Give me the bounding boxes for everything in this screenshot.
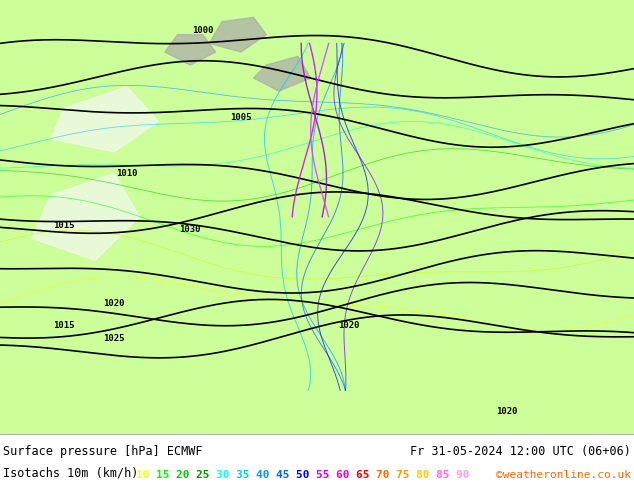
Text: 80: 80 xyxy=(417,470,437,480)
Text: 1020: 1020 xyxy=(338,321,359,330)
Text: Fr 31-05-2024 12:00 UTC (06+06): Fr 31-05-2024 12:00 UTC (06+06) xyxy=(410,445,631,458)
Text: 1025: 1025 xyxy=(103,334,125,343)
Text: 1030: 1030 xyxy=(179,225,201,234)
Text: 45: 45 xyxy=(276,470,297,480)
Text: 25: 25 xyxy=(197,470,217,480)
Text: ©weatheronline.co.uk: ©weatheronline.co.uk xyxy=(496,470,631,480)
Polygon shape xyxy=(254,56,311,91)
Text: 35: 35 xyxy=(236,470,257,480)
Text: 40: 40 xyxy=(256,470,276,480)
Text: 55: 55 xyxy=(316,470,337,480)
Text: 65: 65 xyxy=(356,470,377,480)
Text: 70: 70 xyxy=(377,470,397,480)
Text: Isotachs 10m (km/h): Isotachs 10m (km/h) xyxy=(3,467,146,480)
Text: 50: 50 xyxy=(296,470,316,480)
Text: 1010: 1010 xyxy=(116,169,138,178)
Text: 1000: 1000 xyxy=(192,26,214,35)
Text: 15: 15 xyxy=(157,470,177,480)
Polygon shape xyxy=(32,173,139,260)
Text: 1015: 1015 xyxy=(53,321,74,330)
Text: 10: 10 xyxy=(136,470,157,480)
Text: 1005: 1005 xyxy=(230,113,252,122)
Text: 75: 75 xyxy=(396,470,417,480)
Text: 1020: 1020 xyxy=(103,299,125,308)
Text: 1020: 1020 xyxy=(496,408,518,416)
Text: 30: 30 xyxy=(216,470,236,480)
Text: Surface pressure [hPa] ECMWF: Surface pressure [hPa] ECMWF xyxy=(3,445,203,458)
Text: 60: 60 xyxy=(336,470,356,480)
Text: 1015: 1015 xyxy=(53,221,74,230)
Polygon shape xyxy=(51,87,158,152)
Text: 85: 85 xyxy=(436,470,456,480)
Text: 20: 20 xyxy=(176,470,197,480)
Text: 90: 90 xyxy=(456,470,477,480)
Polygon shape xyxy=(165,35,216,65)
Polygon shape xyxy=(209,17,266,52)
